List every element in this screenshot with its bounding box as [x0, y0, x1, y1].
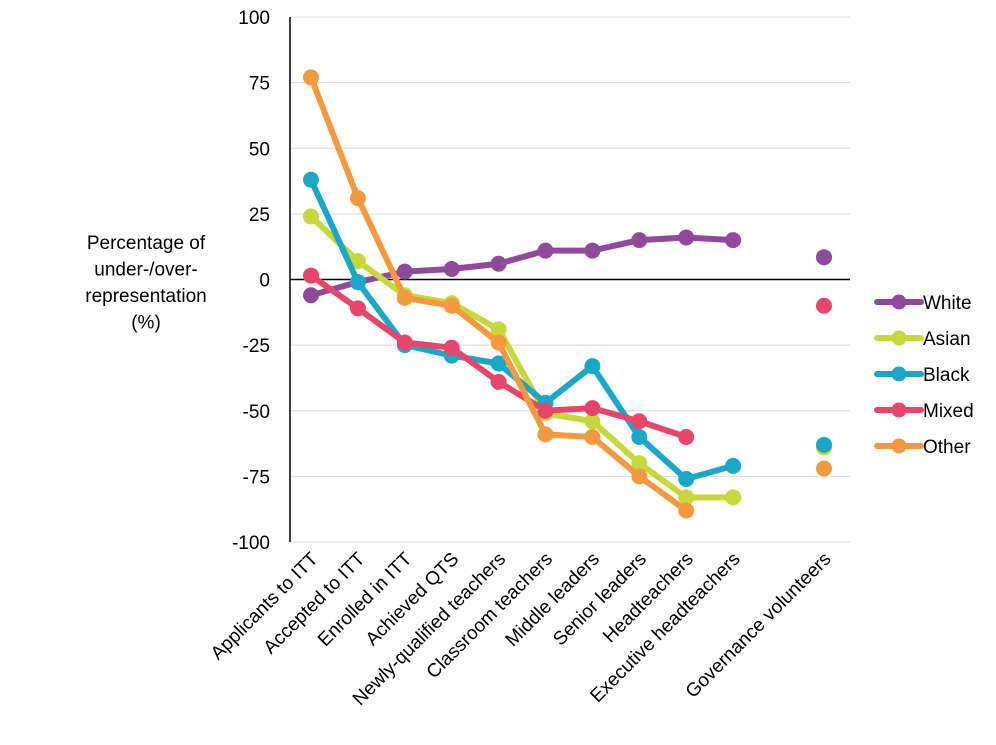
data-point — [631, 429, 648, 445]
data-point — [490, 355, 507, 372]
data-point — [584, 358, 601, 375]
series-white — [303, 229, 832, 304]
data-point — [396, 263, 413, 280]
y-axis-label-line: Percentage of — [87, 233, 206, 254]
data-point — [816, 297, 832, 314]
legend-swatch-marker — [891, 330, 907, 346]
data-point — [725, 232, 742, 249]
series-line — [308, 234, 737, 299]
data-point — [537, 402, 554, 419]
y-tick-label: 100 — [238, 8, 270, 29]
legend-label: Mixed — [923, 401, 974, 422]
y-axis-label: Percentage of under-/over-representation (… — [85, 233, 206, 334]
y-tick-label: 50 — [249, 139, 270, 160]
y-tick-label: -75 — [243, 467, 270, 488]
data-point — [678, 229, 695, 246]
legend-label: Asian — [923, 329, 971, 350]
legend: White Asian Black Mixed Other — [874, 293, 974, 458]
data-point — [396, 289, 413, 306]
data-point — [537, 426, 554, 443]
data-point — [631, 455, 648, 472]
data-point — [490, 373, 507, 390]
data-point — [443, 339, 460, 356]
data-point — [349, 274, 366, 291]
y-tick-label: -50 — [243, 402, 270, 423]
data-point — [816, 460, 832, 477]
series-group — [303, 69, 832, 519]
y-tick-label: 0 — [259, 271, 270, 292]
y-axis-label-line: under-/over- — [94, 260, 198, 281]
series-line — [308, 213, 737, 501]
y-tick-label: -100 — [232, 533, 270, 554]
data-point — [584, 429, 601, 445]
data-point — [303, 208, 319, 225]
data-point — [678, 489, 695, 506]
legend-item-asian: Asian — [874, 329, 971, 350]
y-tick-label: 25 — [249, 205, 270, 226]
data-point — [816, 436, 832, 453]
legend-item-white: White — [874, 293, 972, 314]
data-point — [349, 253, 366, 270]
series-mixed — [303, 267, 832, 445]
data-point — [678, 471, 695, 487]
data-point — [725, 489, 742, 506]
legend-swatch-marker — [891, 366, 907, 382]
data-point — [349, 300, 366, 317]
y-axis-label-line: (%) — [131, 313, 161, 334]
legend-item-black: Black — [874, 365, 970, 386]
data-point — [631, 468, 648, 485]
data-point — [303, 267, 319, 284]
data-point — [349, 190, 366, 207]
data-point — [396, 334, 413, 351]
data-point — [303, 69, 319, 86]
data-point — [490, 321, 507, 338]
x-category-label: Governance volunteers — [682, 549, 836, 703]
data-point — [490, 255, 507, 272]
data-point — [303, 287, 319, 304]
data-point — [678, 429, 695, 445]
data-point — [631, 232, 648, 249]
y-tick-labels: 100 75 50 25 0 -25 -50 -75 -100 — [232, 8, 270, 554]
y-axis-label-line: representation — [85, 286, 206, 307]
data-point — [303, 171, 319, 188]
legend-item-other: Other — [874, 437, 971, 458]
data-point — [631, 413, 648, 430]
legend-swatch-marker — [891, 402, 907, 418]
y-tick-label: 75 — [249, 74, 270, 95]
data-point — [443, 297, 460, 314]
data-point — [816, 249, 832, 266]
data-point — [443, 261, 460, 277]
legend-label: Black — [923, 365, 970, 386]
data-point — [678, 502, 695, 519]
y-tick-label: -25 — [243, 336, 270, 357]
data-point — [725, 457, 742, 474]
data-point — [490, 334, 507, 351]
data-point — [584, 242, 601, 259]
legend-label: White — [923, 293, 972, 314]
data-point — [537, 242, 554, 259]
legend-item-mixed: Mixed — [874, 401, 974, 422]
series-other — [303, 69, 832, 519]
data-point — [584, 413, 601, 430]
legend-swatch-marker — [891, 438, 907, 454]
legend-swatch-marker — [891, 294, 907, 310]
data-point — [584, 400, 601, 417]
legend-label: Other — [923, 437, 971, 458]
